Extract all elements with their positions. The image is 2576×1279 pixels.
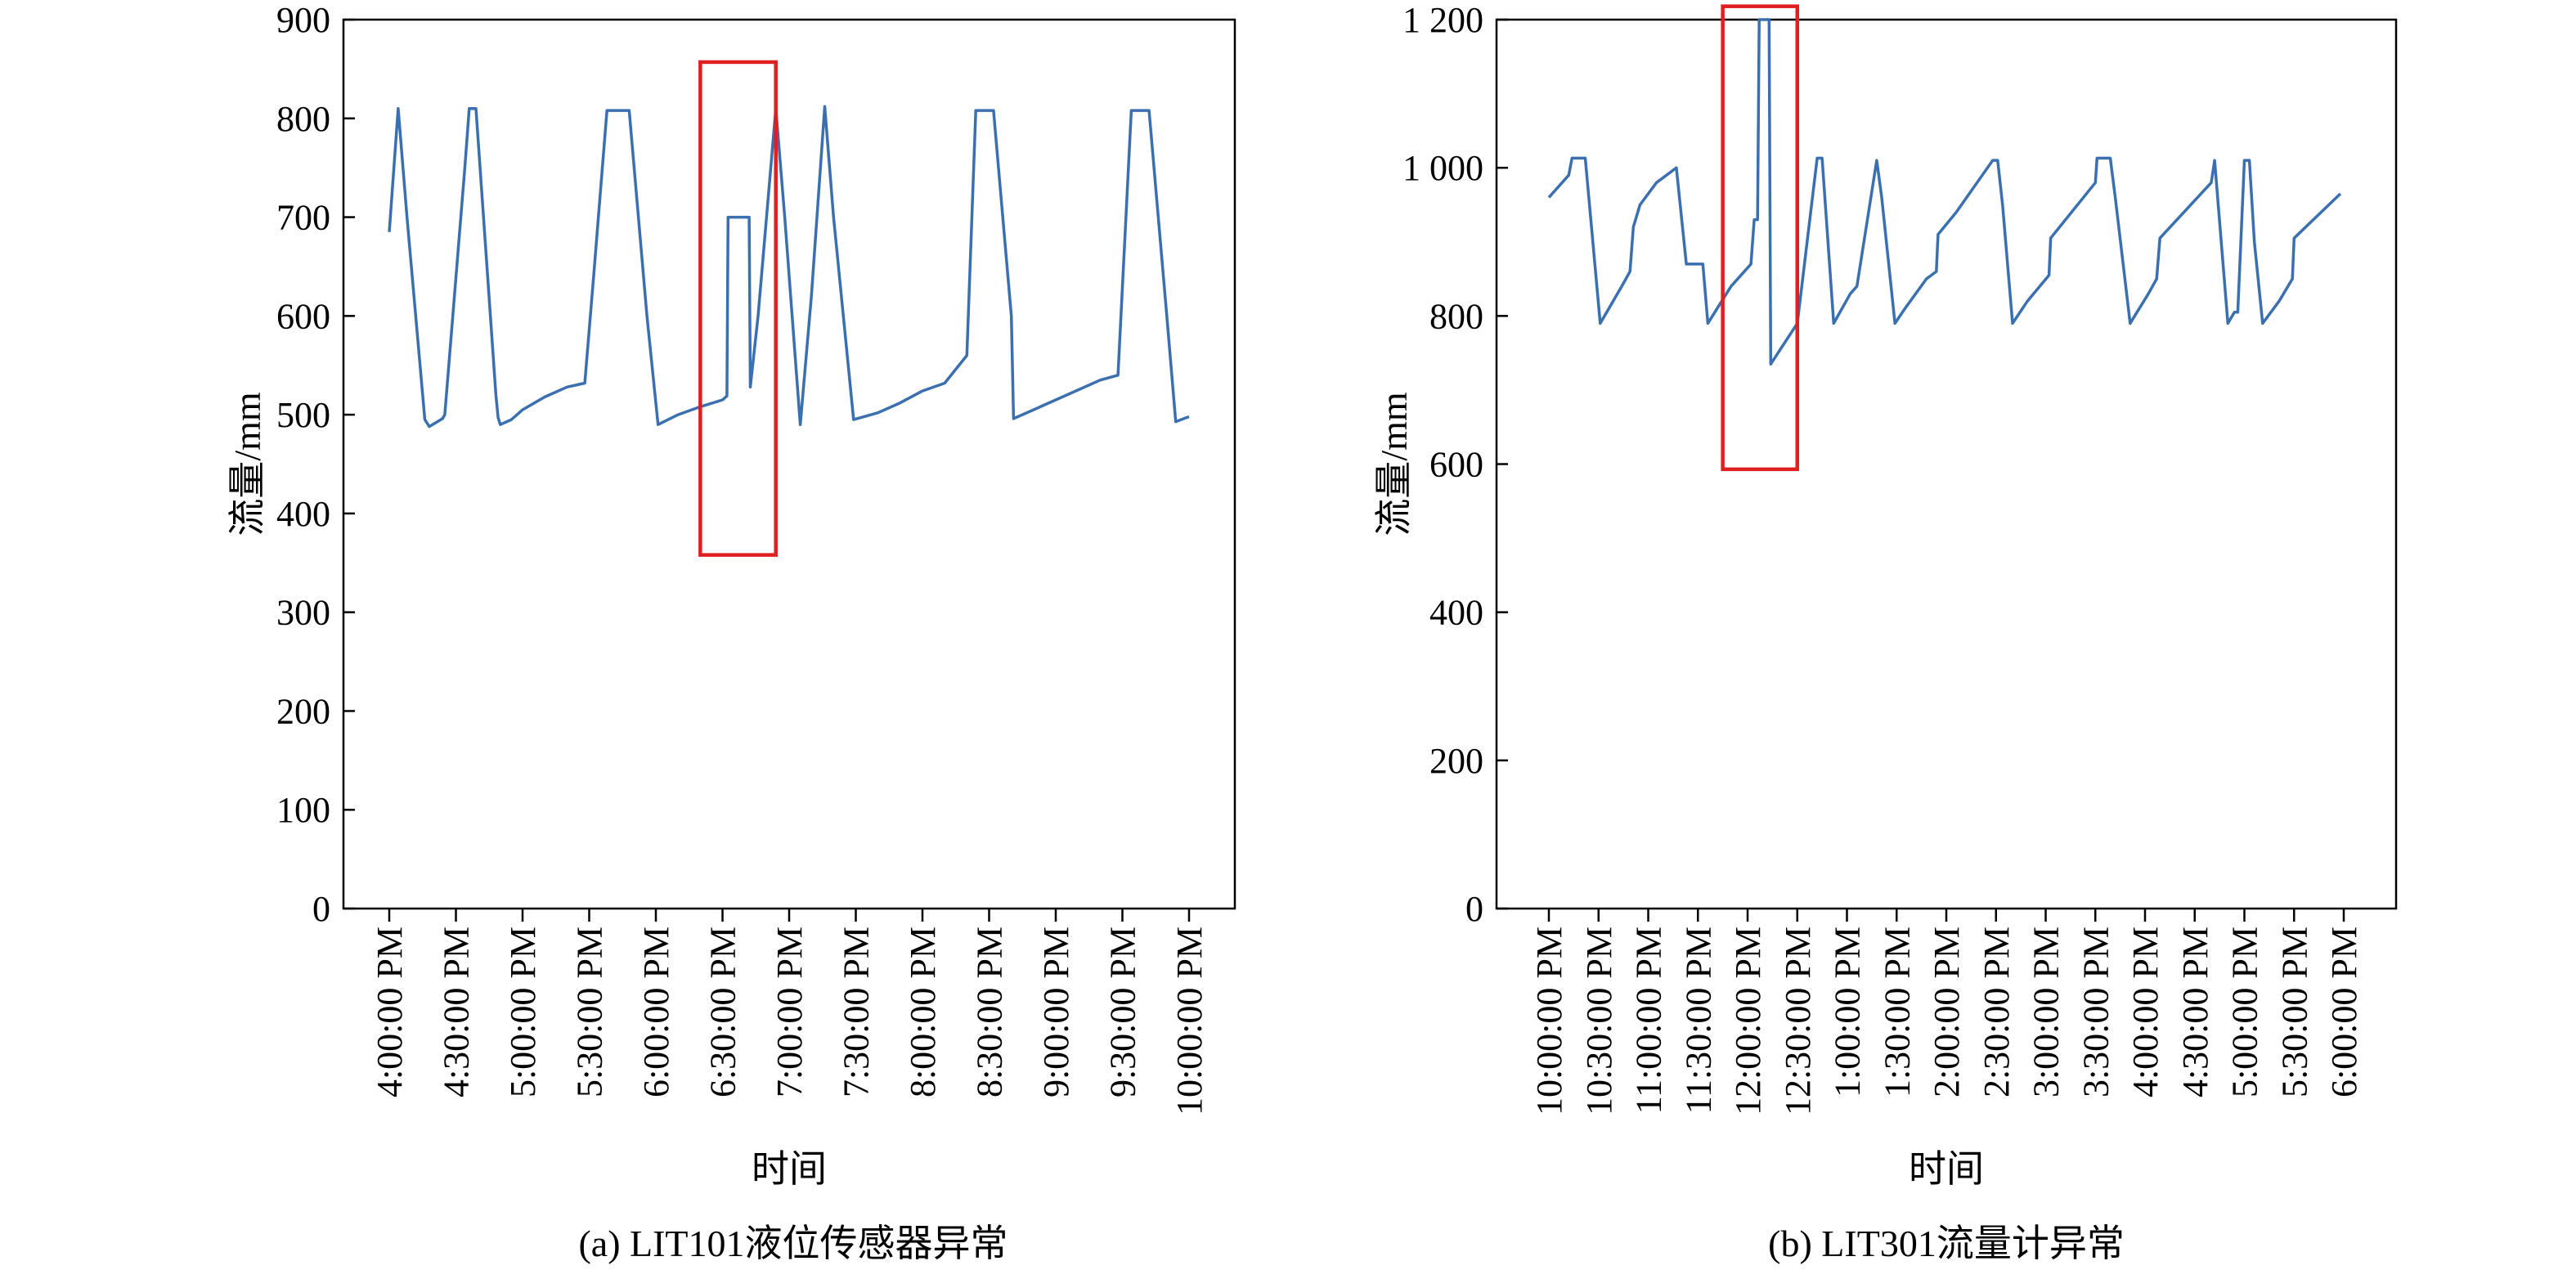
chart-panel-b: 0 200 400 600 800 1 000 1 200 10:00:00 PM 10:30:… [1373, 0, 2398, 1264]
x-axis-title: 时间 [752, 1148, 827, 1190]
series-line [1547, 18, 2342, 366]
plot-frame [342, 18, 1236, 910]
anomaly-highlight-box [1721, 4, 1799, 472]
chart-panel-a: 0 100 200 300 400 500 600 700 800 900 4:00:00 PM 4:… [227, 0, 1236, 1264]
y-tick-label: 1 000 [1402, 148, 1483, 188]
x-tick-label: 11:00:00 PM [1629, 927, 1669, 1114]
x-tick-label: 2:30:00 PM [1977, 927, 2017, 1097]
y-tick-label: 100 [276, 790, 330, 830]
x-tick-label: 4:00:00 PM [370, 927, 410, 1097]
x-tick-label: 6:00:00 PM [2324, 927, 2364, 1097]
y-tick-label: 800 [1429, 296, 1483, 336]
y-tick-label: 900 [276, 0, 330, 40]
x-tick-label: 11:30:00 PM [1678, 927, 1718, 1114]
chart-caption: (b) LIT301流量计异常 [1768, 1223, 2125, 1264]
x-tick-label: 8:30:00 PM [970, 927, 1010, 1097]
x-tick-label: 9:00:00 PM [1036, 927, 1076, 1097]
x-tick-label: 5:30:00 PM [2274, 927, 2314, 1097]
y-axis-title: 流量/mm [227, 392, 268, 536]
y-tick-label: 200 [276, 691, 330, 731]
y-tick-label: 400 [1429, 593, 1483, 633]
x-tick-label: 8:00:00 PM [903, 927, 943, 1097]
x-tick-label: 12:00:00 PM [1728, 927, 1768, 1115]
chart-caption: (a) LIT101液位传感器异常 [578, 1223, 1008, 1264]
x-tick-label: 5:00:00 PM [2225, 927, 2265, 1097]
series-line [388, 105, 1190, 429]
x-axis-title: 时间 [1909, 1148, 1984, 1190]
x-tick-label: 10:30:00 PM [1579, 927, 1619, 1115]
x-tick-label: 4:30:00 PM [2175, 927, 2215, 1097]
anomaly-highlight-box [698, 60, 778, 557]
x-tick-label: 10:00:00 PM [1169, 927, 1209, 1115]
y-tick-label: 700 [276, 198, 330, 238]
x-tick-label: 12:30:00 PM [1778, 927, 1818, 1115]
x-tick-label: 5:00:00 PM [503, 927, 543, 1097]
x-tick-label: 2:00:00 PM [1927, 927, 1967, 1097]
y-tick-label: 1 200 [1402, 0, 1483, 40]
y-tick-label: 600 [1429, 445, 1483, 485]
x-tick-label: 7:30:00 PM [837, 927, 877, 1097]
x-tick-label: 1:30:00 PM [1877, 927, 1917, 1097]
y-tick-label: 0 [1465, 889, 1483, 929]
y-tick-label: 0 [312, 889, 330, 929]
x-tick-label: 5:30:00 PM [570, 927, 610, 1097]
x-tick-label: 6:30:00 PM [703, 927, 743, 1097]
x-tick-label: 4:30:00 PM [437, 927, 477, 1097]
y-tick-label: 400 [276, 494, 330, 534]
y-tick-label: 500 [276, 395, 330, 435]
x-tick-label: 1:00:00 PM [1828, 927, 1868, 1097]
x-tick-label: 9:30:00 PM [1103, 927, 1143, 1097]
x-tick-label: 3:30:00 PM [2076, 927, 2116, 1097]
y-tick-label: 800 [276, 99, 330, 139]
x-tick-label: 7:00:00 PM [770, 927, 810, 1097]
plot-frame [1495, 18, 2398, 910]
y-tick-label: 600 [276, 296, 330, 336]
y-tick-label: 200 [1429, 741, 1483, 781]
y-axis-title: 流量/mm [1373, 392, 1415, 536]
y-tick-label: 300 [276, 593, 330, 633]
x-tick-label: 4:00:00 PM [2125, 927, 2165, 1097]
x-tick-label: 10:00:00 PM [1529, 927, 1569, 1115]
x-tick-label: 3:00:00 PM [2026, 927, 2067, 1097]
x-tick-label: 6:00:00 PM [636, 927, 676, 1097]
